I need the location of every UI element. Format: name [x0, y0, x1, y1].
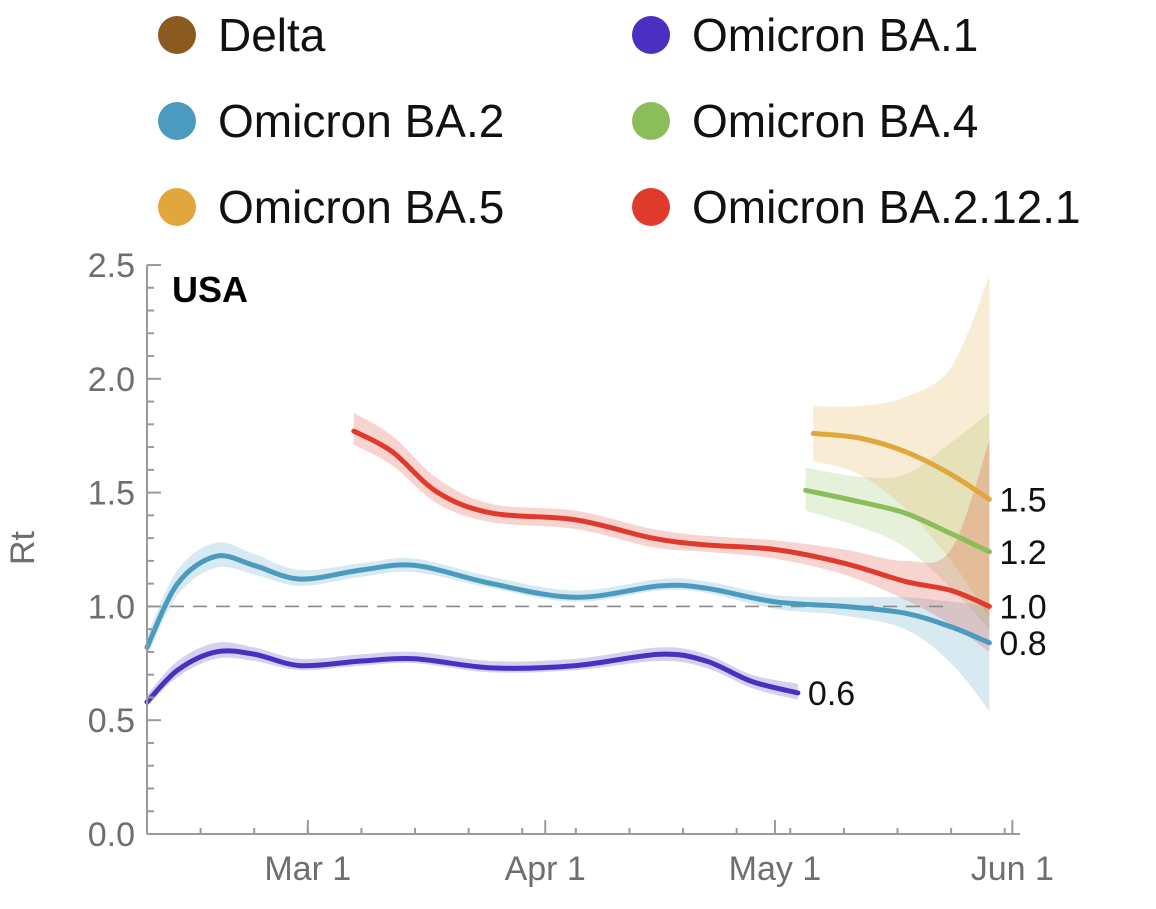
axes: [146, 265, 1020, 835]
y-tick-label: 0.5: [88, 702, 135, 740]
end-labels: 0.6 0.8 1.2 1.5 1.0: [808, 481, 1047, 712]
legend-item-omicron-ba4: Omicron BA.4: [632, 94, 978, 148]
legend-item-omicron-ba2: Omicron BA.2: [158, 94, 504, 148]
x-tick-label: Jun 1: [971, 850, 1054, 888]
legend-swatch-omicron-ba4: [632, 102, 670, 140]
series-lines: [144, 428, 992, 705]
legend-item-omicron-ba2121: Omicron BA.2.12.1: [632, 180, 1081, 234]
legend-swatch-omicron-ba1: [632, 16, 670, 54]
chart-legend: Delta Omicron BA.1 Omicron BA.2 Omicron …: [0, 0, 1156, 250]
line-omicron-ba-4: [803, 487, 992, 555]
legend-swatch-omicron-ba2: [158, 102, 196, 140]
legend-swatch-omicron-ba5: [158, 188, 196, 226]
line-omicron-ba-2: [144, 553, 992, 650]
y-tick-label: 2.5: [88, 247, 135, 285]
band-omicron-ba-4: [805, 412, 990, 630]
band-omicron-ba-2-12-1: [353, 412, 990, 652]
y-tick-label: 1.0: [88, 588, 135, 626]
line-omicron-ba-5: [810, 430, 992, 502]
legend-swatch-omicron-ba2121: [632, 188, 670, 226]
x-tick-label: Apr 1: [505, 850, 586, 888]
legend-label-delta: Delta: [218, 9, 326, 61]
axis-ticks: 0.0 0.5 1.0 1.5 2.0 2.5 Mar 1 Apr 1 May 1 Jun 1: [88, 247, 1054, 888]
region-label: USA: [172, 269, 248, 310]
y-tick-label: 0.0: [88, 816, 135, 854]
legend-item-delta: Delta: [158, 8, 325, 62]
legend-item-omicron-ba1: Omicron BA.1: [632, 8, 978, 62]
y-tick-label: 2.0: [88, 361, 135, 399]
legend-item-omicron-ba5: Omicron BA.5: [158, 180, 504, 234]
y-tick-label: 1.5: [88, 475, 135, 513]
legend-label-omicron-ba2: Omicron BA.2: [218, 95, 505, 147]
legend-swatch-delta: [158, 16, 196, 54]
legend-label-omicron-ba2121: Omicron BA.2.12.1: [692, 181, 1081, 233]
end-label-omicron-ba-2: 0.8: [999, 625, 1046, 663]
legend-label-omicron-ba1: Omicron BA.1: [692, 9, 979, 61]
confidence-bands: [147, 276, 990, 712]
end-label-omicron-ba-4: 1.2: [999, 534, 1046, 572]
line-omicron-ba-1: [144, 648, 801, 705]
y-axis-title: Rt: [4, 530, 42, 565]
x-tick-label: May 1: [729, 850, 822, 888]
legend-label-omicron-ba5: Omicron BA.5: [218, 181, 505, 233]
legend-label-omicron-ba4: Omicron BA.4: [692, 95, 979, 147]
line-omicron-ba-2-12-1: [351, 428, 992, 609]
end-label-omicron-ba-1: 0.6: [808, 675, 855, 713]
end-label-omicron-ba-5: 1.5: [999, 481, 1046, 519]
end-label-omicron-ba-2-12-1: 1.0: [999, 588, 1046, 626]
x-tick-label: Mar 1: [264, 850, 351, 888]
